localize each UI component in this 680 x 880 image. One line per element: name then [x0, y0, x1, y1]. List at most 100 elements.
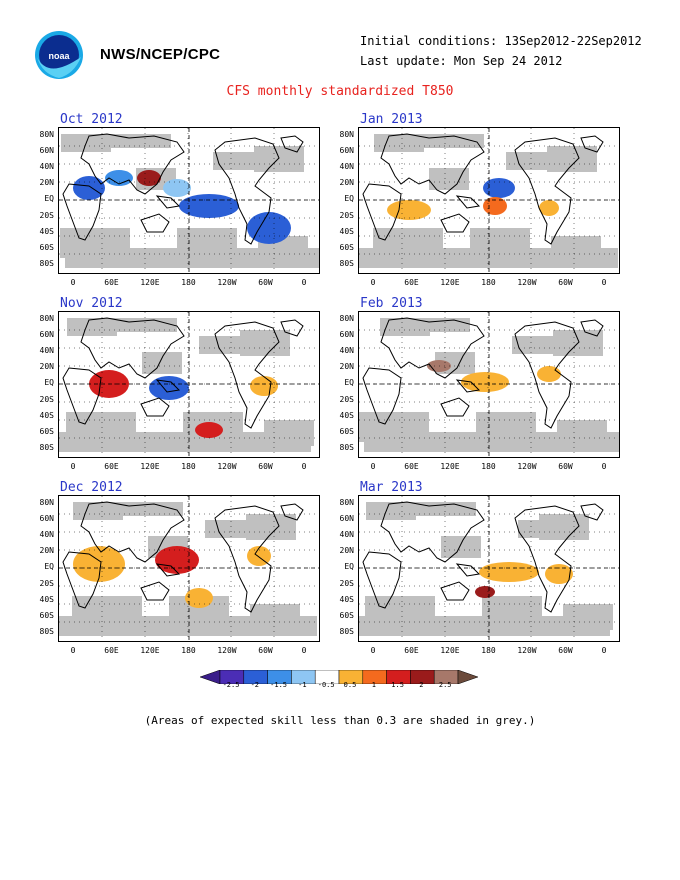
- latitude-tick-label: 40S: [339, 226, 354, 236]
- latitude-tick-label: 60N: [39, 146, 54, 156]
- coastline: [155, 195, 181, 209]
- coastline: [455, 563, 481, 577]
- latitude-tick-label: 40S: [39, 594, 54, 604]
- coastline: [580, 135, 604, 153]
- panel-label-feb-2013: Feb 2013: [360, 296, 423, 311]
- coastline: [455, 195, 481, 209]
- anomaly-region: [475, 586, 495, 598]
- longitude-tick-label: 60E: [104, 278, 119, 287]
- latitude-tick-label: 20S: [339, 394, 354, 404]
- coastline: [440, 397, 470, 417]
- coastline: [514, 321, 580, 429]
- latitude-tick-label: 80N: [339, 314, 354, 323]
- anomaly-region: [179, 194, 239, 218]
- latitude-tick-label: 60S: [339, 610, 354, 620]
- longitude-tick-label: 0: [70, 278, 76, 287]
- organization-name: NWS/NCEP/CPC: [100, 46, 221, 63]
- grey-shading-note: (Areas of expected skill less than 0.3 a…: [144, 714, 536, 727]
- colorbar-label: 2.5: [438, 681, 452, 689]
- longitude-tick-label: 0: [370, 462, 376, 471]
- coastline: [380, 501, 485, 563]
- map-panel-feb-2013: [358, 311, 620, 458]
- longitude-tick-label: 60E: [104, 646, 119, 655]
- latitude-tick-label: 40S: [339, 594, 354, 604]
- longitude-tick-label: 0: [601, 278, 607, 287]
- coastline: [280, 135, 304, 153]
- longitude-tick-label: 60W: [558, 646, 573, 655]
- anomaly-region: [163, 179, 191, 197]
- latitude-tick-label: 20N: [39, 362, 54, 372]
- colorbar-low-arrow: [200, 670, 221, 684]
- low-skill-shading: [246, 514, 296, 540]
- coastline: [62, 551, 102, 609]
- longitude-tick-label: 120W: [217, 646, 237, 655]
- longitude-tick-label: 0: [301, 278, 307, 287]
- latitude-tick-label: 60S: [339, 242, 354, 252]
- latitude-tick-label: 80S: [339, 258, 354, 268]
- map-panel-dec-2012: [58, 495, 320, 642]
- longitude-tick-label: 120W: [517, 462, 537, 471]
- coastline: [140, 213, 170, 233]
- longitude-tick-label: 120E: [140, 278, 160, 287]
- anomaly-region: [105, 170, 133, 186]
- latitude-tick-label: 60N: [39, 330, 54, 340]
- latitude-tick-label: 40S: [339, 410, 354, 420]
- longitude-tick-label: 180: [181, 646, 196, 655]
- latitude-tick-label: 60N: [39, 514, 54, 524]
- latitude-tick-label: 40N: [39, 346, 54, 356]
- anomaly-region: [461, 372, 509, 392]
- latitude-tick-label: 20S: [39, 394, 54, 404]
- anomaly-region: [250, 376, 278, 396]
- longitude-tick-label: 120E: [440, 278, 460, 287]
- coastline: [514, 137, 580, 245]
- coastline: [155, 379, 181, 393]
- latitude-tick-label: 40N: [339, 530, 354, 540]
- panel-label-jan-2013: Jan 2013: [360, 112, 423, 127]
- coastline: [80, 133, 185, 195]
- colorbar: [200, 670, 478, 684]
- coastline: [62, 367, 102, 425]
- low-skill-shading: [359, 248, 618, 268]
- low-skill-shading: [547, 146, 597, 172]
- longitude-tick-label: 60E: [404, 462, 419, 471]
- coastline: [362, 183, 402, 241]
- low-skill-shading: [254, 146, 304, 172]
- coastline: [362, 551, 402, 609]
- latitude-tick-label: 20S: [39, 578, 54, 588]
- low-skill-shading: [59, 432, 311, 452]
- map-panel-jan-2013: [358, 127, 620, 274]
- coastline: [380, 317, 485, 379]
- longitude-tick-label: 180: [481, 278, 496, 287]
- longitude-tick-label: 0: [370, 646, 376, 655]
- latitude-tick-label: 60S: [339, 426, 354, 436]
- figure-title: CFS monthly standardized T850: [226, 84, 454, 99]
- panel-label-dec-2012: Dec 2012: [60, 480, 123, 495]
- coastline: [580, 503, 604, 521]
- coastline: [514, 505, 580, 613]
- anomaly-region: [73, 546, 125, 582]
- latitude-tick-label: 40S: [39, 410, 54, 420]
- latitude-tick-label: 20S: [339, 578, 354, 588]
- longitude-tick-label: 0: [301, 462, 307, 471]
- low-skill-shading: [359, 616, 610, 636]
- low-skill-shading: [429, 168, 469, 190]
- coastline: [80, 501, 185, 563]
- latitude-tick-label: 20N: [339, 362, 354, 372]
- longitude-tick-label: 180: [481, 462, 496, 471]
- latitude-tick-label: EQ: [44, 194, 54, 204]
- map-panel-nov-2012: [58, 311, 320, 458]
- colorbar-label: 1: [371, 681, 376, 689]
- longitude-tick-label: 120W: [517, 646, 537, 655]
- coastline: [140, 581, 170, 601]
- longitude-tick-label: 120E: [140, 646, 160, 655]
- longitude-tick-label: 60E: [404, 646, 419, 655]
- low-skill-shading: [364, 432, 619, 452]
- latitude-tick-label: 20S: [39, 210, 54, 220]
- panel-label-mar-2013: Mar 2013: [360, 480, 423, 495]
- longitude-tick-label: 120W: [217, 462, 237, 471]
- coastline: [214, 137, 280, 245]
- longitude-tick-label: 120E: [140, 462, 160, 471]
- anomaly-region: [545, 564, 573, 584]
- panel-label-oct-2012: Oct 2012: [60, 112, 123, 127]
- latitude-tick-label: 80S: [339, 442, 354, 452]
